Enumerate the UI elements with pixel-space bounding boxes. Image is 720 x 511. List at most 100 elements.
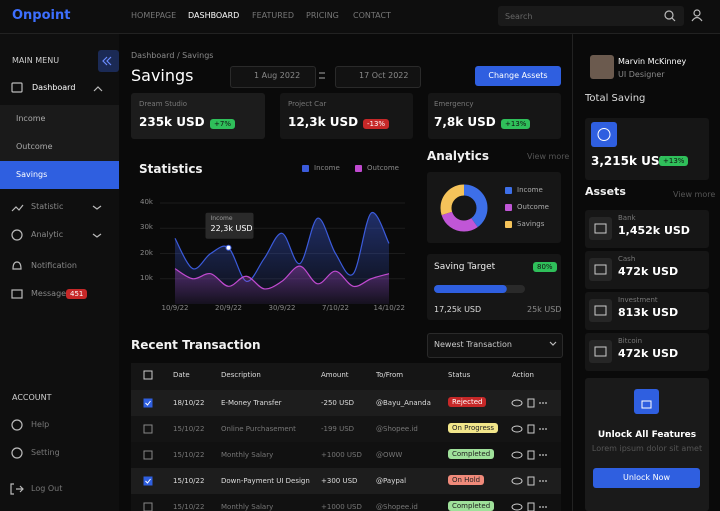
active-item-bg[interactable] xyxy=(0,161,119,189)
more-icon xyxy=(542,480,544,482)
cell: 18/10/22 xyxy=(173,399,205,407)
cell: @OWW xyxy=(376,451,403,459)
legend-swatch xyxy=(302,165,309,172)
user-icon[interactable] xyxy=(693,9,701,17)
logo[interactable]: Onpoint xyxy=(12,8,71,23)
more-icon xyxy=(545,454,547,456)
unlock-button[interactable] xyxy=(593,468,700,488)
target-amount: 25k USD xyxy=(527,305,562,314)
card-name: Dream Studio xyxy=(139,100,188,108)
menu-item[interactable]: Statistic xyxy=(31,202,64,211)
status-badge: On Progress xyxy=(448,423,499,433)
asset-icon xyxy=(589,217,612,240)
cell: +1000 USD xyxy=(321,503,362,511)
cell: Down-Payment UI Design xyxy=(221,477,310,485)
date-from-box[interactable] xyxy=(230,66,316,88)
profile-name[interactable]: Marvin McKinney xyxy=(618,57,687,66)
column-header: Date xyxy=(173,371,190,379)
panel-title: Analytics xyxy=(427,149,489,163)
series-line xyxy=(174,265,390,290)
menu-item[interactable]: Analytic xyxy=(31,230,64,239)
change-badge: +7% xyxy=(210,119,235,129)
column-header: Status xyxy=(448,371,471,379)
view-more[interactable]: View more xyxy=(673,190,716,199)
message-icon xyxy=(11,289,23,299)
submenu-item[interactable]: Income xyxy=(16,114,46,123)
cell: -199 USD xyxy=(321,425,355,433)
unlock-text: Lorem ipsum dolor sit amet xyxy=(591,444,703,453)
card-name: Project Car xyxy=(288,100,327,108)
search-placeholder[interactable]: Search xyxy=(505,12,533,21)
button-label[interactable]: Change Assets xyxy=(488,71,548,80)
nav-link[interactable]: FEATURED xyxy=(252,11,295,20)
asset-glyph xyxy=(594,223,607,234)
card-name: Emergency xyxy=(434,100,474,108)
cell: +300 USD xyxy=(321,477,358,485)
collapse-button[interactable] xyxy=(98,50,119,72)
menu-item[interactable]: Setting xyxy=(31,448,60,457)
tooltip-point xyxy=(225,244,232,251)
nav-link[interactable]: PRICING xyxy=(306,11,339,20)
breadcrumb[interactable]: Dashboard / Savings xyxy=(131,51,214,60)
user-icon[interactable] xyxy=(691,16,703,22)
menu-item[interactable]: Log Out xyxy=(31,484,63,493)
search-icon[interactable] xyxy=(671,17,676,22)
submenu-item[interactable]: Savings xyxy=(16,170,48,179)
donut-segment xyxy=(440,184,488,232)
menu-item[interactable]: Notification xyxy=(31,261,77,270)
button-label[interactable]: Unlock Now xyxy=(622,473,671,482)
nav-link[interactable]: DASHBOARD xyxy=(188,11,240,20)
status-badge: Completed xyxy=(448,449,495,459)
asset-glyph xyxy=(594,305,607,316)
message-badge: 451 xyxy=(66,289,88,299)
asset-value: 1,452k USD xyxy=(618,224,690,237)
nav-link[interactable]: HOMEPAGE xyxy=(131,11,177,20)
cell: @Shopee.id xyxy=(376,503,418,511)
date-from[interactable]: 1 Aug 2022 xyxy=(254,71,301,80)
view-icon xyxy=(511,503,523,511)
nav-link[interactable]: CONTACT xyxy=(353,11,391,20)
more-icon xyxy=(539,480,541,482)
date-to[interactable]: 17 Oct 2022 xyxy=(359,71,409,80)
date-to-box[interactable] xyxy=(335,66,421,88)
view-icon xyxy=(511,425,523,433)
y-tick-label: 40k xyxy=(140,198,153,206)
x-tick-label: 7/10/22 xyxy=(322,304,349,312)
collapse-icon[interactable] xyxy=(102,56,112,66)
submenu-item[interactable]: Outcome xyxy=(16,142,53,151)
menu-item[interactable]: Dashboard xyxy=(32,83,76,92)
sort-label[interactable]: Newest Transaction xyxy=(434,340,512,349)
card-value: 12,3k USD xyxy=(288,115,359,129)
profile-role: UI Designer xyxy=(618,70,665,79)
series-area xyxy=(175,266,389,304)
card xyxy=(131,93,265,139)
delete-icon xyxy=(527,476,535,486)
cell: 15/10/22 xyxy=(173,425,205,433)
checkbox xyxy=(143,502,153,511)
change-badge: +13% xyxy=(659,156,689,166)
analytic-icon xyxy=(11,229,23,241)
progress-fill xyxy=(434,285,507,293)
asset-value: 472k USD xyxy=(618,347,679,360)
dropdown-chevron[interactable] xyxy=(549,341,557,346)
menu-item[interactable]: Help xyxy=(31,420,50,429)
change-badge: +13% xyxy=(501,119,531,129)
search-box[interactable] xyxy=(498,6,684,26)
more-icon xyxy=(539,506,541,508)
asset-glyph xyxy=(594,264,607,275)
search-icon[interactable] xyxy=(664,10,674,20)
sort-dropdown[interactable] xyxy=(427,333,563,358)
change-assets-button[interactable] xyxy=(475,66,561,86)
view-more[interactable]: View more xyxy=(527,152,570,161)
menu-item[interactable]: Message xyxy=(31,289,67,298)
section-label: ACCOUNT xyxy=(12,393,52,402)
panel-title: Total Saving xyxy=(585,93,646,104)
current-amount: 17,25k USD xyxy=(434,305,482,314)
cell: Monthly Salary xyxy=(221,503,274,511)
x-tick-label: 14/10/22 xyxy=(373,304,405,312)
column-header: Amount xyxy=(321,371,349,379)
checkbox xyxy=(143,424,153,434)
delete-icon xyxy=(527,502,535,511)
